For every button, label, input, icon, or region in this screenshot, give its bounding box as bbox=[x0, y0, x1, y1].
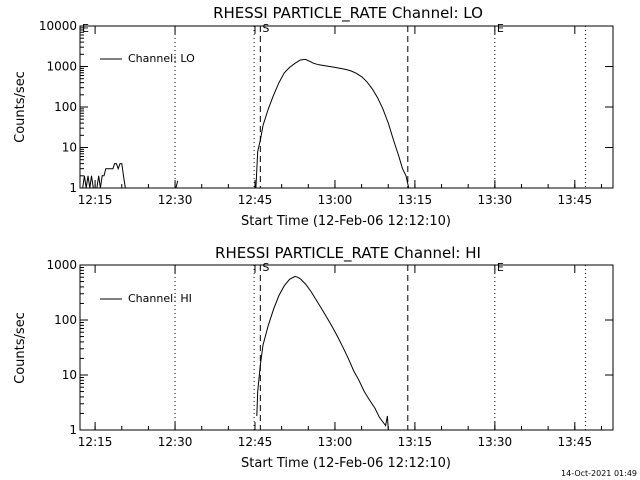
lo-x-tick-label-3: 13:00 bbox=[318, 193, 353, 207]
hi-y-tick-label-1: 10 bbox=[62, 368, 77, 382]
hi-x-tick-label-0: 12:15 bbox=[78, 435, 113, 449]
lo-x-tick-label-0: 12:15 bbox=[78, 193, 113, 207]
lo-chart-title: RHESSI PARTICLE_RATE Channel: LO bbox=[213, 4, 483, 23]
hi-channel-panel: RHESSI PARTICLE_RATE Channel: HI Counts/… bbox=[13, 244, 614, 471]
lo-x-tick-label-6: 13:45 bbox=[558, 193, 593, 207]
lo-x-tick-label-1: 12:30 bbox=[158, 193, 193, 207]
lo-x-axis-label: Start Time (12-Feb-06 12:12:10) bbox=[241, 214, 451, 229]
hi-legend-label: Channel: HI bbox=[128, 292, 192, 305]
hi-series-segment-0 bbox=[256, 275, 389, 431]
hi-x-tick-label-5: 13:30 bbox=[478, 435, 513, 449]
lo-series-segment-2 bbox=[255, 58, 410, 189]
hi-plot-frame bbox=[79, 264, 614, 431]
lo-plot-frame bbox=[79, 25, 614, 189]
lo-marker-label-5: E bbox=[497, 22, 504, 35]
lo-y-tick-label-1: 10 bbox=[62, 141, 77, 155]
lo-y-tick-label-2: 100 bbox=[54, 100, 77, 114]
hi-x-tick-label-6: 13:45 bbox=[558, 435, 593, 449]
lo-y-tick-label-0: 1 bbox=[69, 181, 77, 195]
lo-series-segment-0 bbox=[80, 163, 128, 189]
hi-y-tick-label-2: 100 bbox=[54, 313, 77, 327]
lo-x-tick-label-5: 13:30 bbox=[478, 193, 513, 207]
lo-x-tick-label-4: 13:15 bbox=[398, 193, 433, 207]
lo-channel-panel: RHESSI PARTICLE_RATE Channel: LO Counts/… bbox=[13, 4, 614, 229]
hi-y-axis-label: Counts/sec bbox=[13, 312, 28, 384]
hi-y-tick-label-0: 1 bbox=[69, 423, 77, 437]
lo-legend-label: Channel: LO bbox=[128, 52, 195, 65]
generation-timestamp: 14-Oct-2021 01:49 bbox=[561, 469, 637, 478]
hi-y-tick-label-3: 1000 bbox=[46, 258, 77, 272]
lo-marker-label-0: E bbox=[82, 22, 89, 35]
hi-x-tick-label-3: 13:00 bbox=[318, 435, 353, 449]
hi-x-tick-label-4: 13:15 bbox=[398, 435, 433, 449]
hi-chart-title: RHESSI PARTICLE_RATE Channel: HI bbox=[215, 244, 481, 263]
hi-marker-label-4: E bbox=[497, 261, 504, 274]
lo-x-tick-label-2: 12:45 bbox=[238, 193, 273, 207]
lo-marker-label-3: S bbox=[262, 22, 269, 35]
lo-y-tick-label-3: 1000 bbox=[46, 60, 77, 74]
hi-marker-label-2: S bbox=[262, 261, 269, 274]
hi-x-axis-label: Start Time (12-Feb-06 12:12:10) bbox=[241, 456, 451, 471]
hi-x-tick-label-1: 12:30 bbox=[158, 435, 193, 449]
lo-y-tick-label-4: 10000 bbox=[39, 19, 77, 33]
hi-x-tick-label-2: 12:45 bbox=[238, 435, 273, 449]
lo-y-axis-label: Counts/sec bbox=[13, 71, 28, 143]
lo-series-segment-1 bbox=[175, 180, 179, 189]
